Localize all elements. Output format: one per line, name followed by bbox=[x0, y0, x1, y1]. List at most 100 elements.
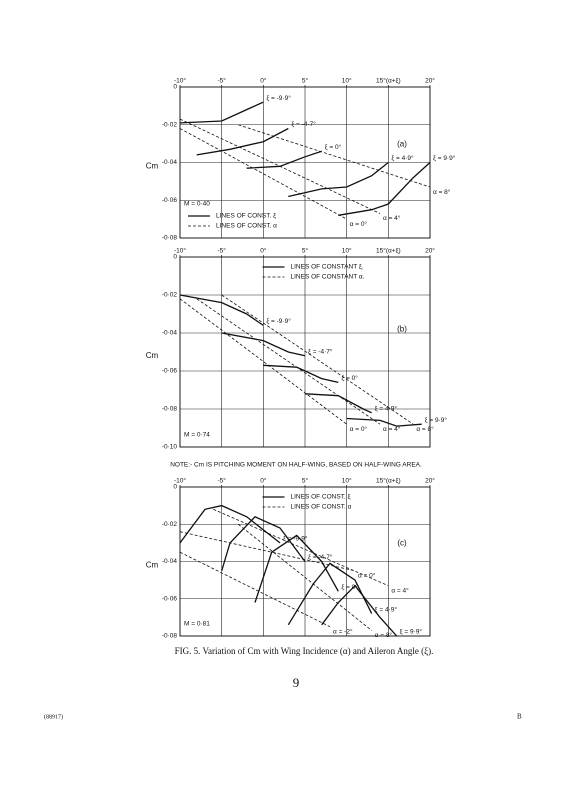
y-axis-label: Cm bbox=[146, 561, 159, 570]
series-line bbox=[238, 124, 431, 188]
series-line bbox=[179, 504, 281, 544]
series-label: ξ = 0° bbox=[341, 374, 358, 382]
y-tick-label: -0·08 bbox=[162, 633, 178, 640]
series-line bbox=[179, 101, 264, 124]
y-tick-label: -0·06 bbox=[162, 197, 178, 204]
x-tick-label: -10° bbox=[174, 477, 186, 485]
x-tick-label: 0° bbox=[260, 77, 267, 85]
series-line bbox=[179, 551, 331, 628]
series-label: α = 4° bbox=[383, 425, 401, 433]
x-tick-label: 10° bbox=[342, 477, 352, 485]
x-tick-label: 15°(α+ξ) bbox=[376, 477, 401, 485]
note: NOTE:- Cm IS PITCHING MOMENT ON HALF-WIN… bbox=[170, 462, 422, 469]
mach-label: M = 0·40 bbox=[184, 201, 210, 208]
series-label: ξ = 4·9° bbox=[375, 405, 398, 413]
y-tick-label: -0·02 bbox=[162, 521, 178, 528]
series-line bbox=[238, 523, 372, 631]
series-label: α = -2° bbox=[333, 627, 353, 635]
plot-frame bbox=[179, 256, 431, 448]
x-tick-label: 5° bbox=[302, 247, 309, 255]
legend-label: LINES OF CONSTANT ξ. bbox=[291, 264, 364, 271]
series-label: α = 4° bbox=[383, 214, 401, 222]
series-label: ξ = 9·9° bbox=[433, 154, 456, 162]
y-tick-label: -0·10 bbox=[162, 444, 178, 451]
series-label: α = 8° bbox=[375, 631, 393, 639]
legend-label: LINES OF CONSTANT α. bbox=[291, 274, 365, 281]
series-label: ξ = -4·7° bbox=[308, 348, 333, 356]
x-tick-label: 5° bbox=[302, 77, 309, 85]
y-tick-label: 0 bbox=[173, 254, 177, 261]
series-line bbox=[221, 294, 414, 425]
y-axis-label: Cm bbox=[146, 351, 159, 360]
series-line bbox=[304, 393, 372, 414]
y-tick-label: 0 bbox=[173, 84, 177, 91]
series-line bbox=[288, 161, 389, 198]
y-tick-label: -0·06 bbox=[162, 368, 178, 375]
y-tick-label: -0·08 bbox=[162, 235, 178, 242]
series-label: ξ = -9·9° bbox=[283, 535, 308, 543]
legend-label: LINES OF CONST. α bbox=[291, 504, 352, 511]
series-label: ξ = 0° bbox=[325, 143, 342, 151]
x-tick-label: 10° bbox=[342, 77, 352, 85]
x-tick-label: 15°(α+ξ) bbox=[376, 77, 401, 85]
series-line bbox=[338, 162, 431, 216]
series-line bbox=[179, 118, 381, 214]
series-label: α = 0° bbox=[358, 572, 376, 580]
series-label: ξ = 0° bbox=[341, 583, 358, 591]
series-label: α = 4° bbox=[391, 586, 409, 594]
panel-label: (c) bbox=[397, 539, 407, 548]
x-tick-label: -5° bbox=[217, 477, 226, 485]
series-line bbox=[246, 150, 322, 169]
series-line bbox=[213, 508, 389, 587]
x-tick-label: 20° bbox=[425, 477, 435, 485]
series-label: ξ = -4·7° bbox=[308, 553, 333, 561]
panel-label: (b) bbox=[397, 324, 407, 333]
x-tick-label: 10° bbox=[342, 247, 352, 255]
series-line bbox=[196, 298, 381, 425]
series-line bbox=[179, 128, 347, 220]
series-label: α = 0° bbox=[350, 220, 368, 228]
y-tick-label: 0 bbox=[173, 484, 177, 491]
y-tick-label: -0·02 bbox=[162, 292, 178, 299]
x-tick-label: 20° bbox=[425, 247, 435, 255]
mach-label: M = 0·81 bbox=[184, 621, 210, 628]
series-label: α = 8° bbox=[416, 425, 434, 433]
signature: B bbox=[517, 713, 522, 721]
series-line bbox=[221, 332, 306, 357]
legend-label: LINES OF CONST. ξ bbox=[291, 494, 351, 501]
x-tick-label: -5° bbox=[217, 247, 226, 255]
x-tick-label: 20° bbox=[425, 77, 435, 85]
series-label: ξ = -9·9° bbox=[266, 317, 291, 325]
series-line bbox=[346, 417, 422, 427]
x-tick-label: 5° bbox=[302, 477, 309, 485]
y-tick-label: -0·06 bbox=[162, 595, 178, 602]
series-label: ξ = 9·9° bbox=[400, 628, 423, 636]
y-tick-label: -0·02 bbox=[162, 121, 178, 128]
series-line bbox=[321, 584, 398, 637]
x-tick-label: 0° bbox=[260, 247, 267, 255]
series-line bbox=[196, 127, 289, 156]
series-label: ξ = -4·7° bbox=[291, 120, 316, 128]
y-tick-label: -0·04 bbox=[162, 330, 178, 337]
series-label: α = 0° bbox=[350, 425, 368, 433]
page-number: 9 bbox=[293, 675, 300, 690]
legend-label: LINES OF CONST. α bbox=[216, 223, 277, 230]
series-line bbox=[254, 534, 339, 603]
report-code: (88917) bbox=[44, 713, 63, 720]
series-label: ξ = -9·9° bbox=[266, 94, 291, 102]
y-tick-label: -0·04 bbox=[162, 159, 178, 166]
legend-label: LINES OF CONST. ξ bbox=[216, 213, 276, 220]
panel-label: (a) bbox=[397, 139, 407, 148]
y-tick-label: -0·04 bbox=[162, 558, 178, 565]
x-tick-label: 0° bbox=[260, 477, 267, 485]
series-line bbox=[263, 364, 339, 384]
series-line bbox=[179, 294, 264, 326]
series-line bbox=[221, 516, 306, 571]
mach-label: M = 0·74 bbox=[184, 432, 210, 439]
caption: FIG. 5. Variation of Cm with Wing Incide… bbox=[175, 646, 434, 656]
x-tick-label: 15°(α+ξ) bbox=[376, 247, 401, 255]
series-line bbox=[287, 562, 373, 626]
series-label: ξ = 4·9° bbox=[391, 154, 414, 162]
